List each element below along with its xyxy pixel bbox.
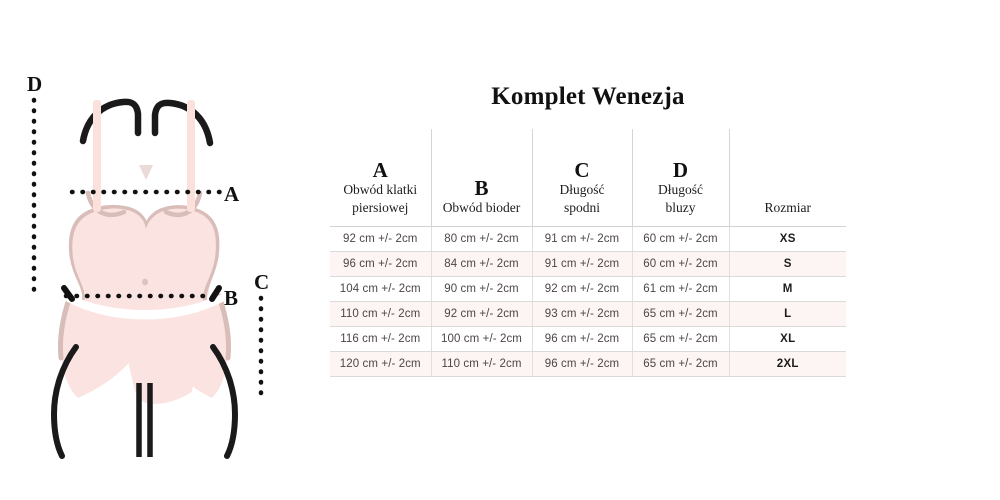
column-name-a-line2: piersiowej <box>352 200 409 216</box>
cell-chest: 110 cm +/- 2cm <box>330 301 432 327</box>
cell-hips: 92 cm +/- 2cm <box>431 301 533 327</box>
cell-chest: 120 cm +/- 2cm <box>330 351 432 377</box>
cell-trouser-length: 91 cm +/- 2cm <box>532 226 633 252</box>
measure-label-d: D <box>27 72 43 96</box>
cell-hips: 90 cm +/- 2cm <box>431 276 533 302</box>
cell-hips: 80 cm +/- 2cm <box>431 226 533 252</box>
cell-hips: 84 cm +/- 2cm <box>431 251 533 277</box>
bust-left-curve <box>85 190 127 218</box>
right-shoulder-stroke <box>151 99 214 147</box>
table-row: 116 cm +/- 2cm 100 cm +/- 2cm 96 cm +/- 2c… <box>330 326 846 352</box>
left-leg-stroke <box>50 344 79 459</box>
column-header-size: Rozmiar <box>729 129 846 227</box>
column-name-a-line1: Obwód klatki <box>343 182 418 198</box>
cell-top-length: 65 cm +/- 2cm <box>632 326 730 352</box>
column-header-b: B Obwód bioder <box>431 129 533 227</box>
cell-trouser-length: 96 cm +/- 2cm <box>532 326 633 352</box>
bust-right-curve <box>163 190 203 218</box>
table-row: 110 cm +/- 2cm 92 cm +/- 2cm 93 cm +/- 2cm… <box>330 301 846 327</box>
cell-size: 2XL <box>729 351 846 377</box>
size-chart-table: A Obwód klatki piersiowej B Obwód bioder… <box>330 129 846 377</box>
table-header: A Obwód klatki piersiowej B Obwód bioder… <box>330 129 846 227</box>
hips-fill <box>61 300 228 398</box>
cell-chest: 96 cm +/- 2cm <box>330 251 432 277</box>
cell-size: XS <box>729 226 846 252</box>
cell-chest: 116 cm +/- 2cm <box>330 326 432 352</box>
cell-chest: 92 cm +/- 2cm <box>330 226 432 252</box>
column-letter-a: A <box>372 158 388 183</box>
column-name-d-line2: bluzy <box>665 200 696 216</box>
measure-b-right-cap <box>209 285 222 302</box>
page-title: Komplet Wenezja <box>491 83 685 110</box>
column-name-d-line1: Długość <box>658 182 703 198</box>
cell-trouser-length: 91 cm +/- 2cm <box>532 251 633 277</box>
table-header-row: A Obwód klatki piersiowej B Obwód bioder… <box>330 129 846 227</box>
table-body: 92 cm +/- 2cm 80 cm +/- 2cm 91 cm +/- 2cm 6… <box>330 226 846 377</box>
column-name-c-line1: Długość <box>559 182 605 198</box>
torso-right-contour <box>143 205 220 260</box>
measure-label-c: C <box>254 270 270 294</box>
navel-dot <box>142 278 148 286</box>
measure-label-b: B <box>224 286 239 310</box>
cell-top-length: 60 cm +/- 2cm <box>632 251 730 277</box>
cell-trouser-length: 93 cm +/- 2cm <box>532 301 633 327</box>
right-strap <box>187 100 195 212</box>
cell-top-length: 65 cm +/- 2cm <box>632 301 730 327</box>
cell-top-length: 61 cm +/- 2cm <box>632 276 730 302</box>
column-letter-b: B <box>474 176 489 201</box>
cell-chest: 104 cm +/- 2cm <box>330 276 432 302</box>
cell-hips: 100 cm +/- 2cm <box>431 326 533 352</box>
mannequin-figure-icon <box>31 97 264 459</box>
cell-size: S <box>729 251 846 277</box>
size-chart-illustration: A B C D <box>0 0 320 500</box>
table-row: 92 cm +/- 2cm 80 cm +/- 2cm 91 cm +/- 2cm 6… <box>330 226 846 252</box>
cell-trouser-length: 96 cm +/- 2cm <box>532 351 633 377</box>
size-table-panel: Komplet Wenezja A Obwód klatki piersiowe… <box>330 0 846 500</box>
torso-left-contour <box>68 204 149 259</box>
table-row: 96 cm +/- 2cm 84 cm +/- 2cm 91 cm +/- 2cm 6… <box>330 251 846 277</box>
column-header-c: C Długość spodni <box>532 129 633 227</box>
measure-label-a: A <box>224 182 240 206</box>
column-header-a: A Obwód klatki piersiowej <box>330 129 432 227</box>
left-strap <box>93 100 101 212</box>
cell-top-length: 60 cm +/- 2cm <box>632 226 730 252</box>
cell-hips: 110 cm +/- 2cm <box>431 351 533 377</box>
column-header-d: D Długość bluzy <box>632 129 730 227</box>
cell-top-length: 65 cm +/- 2cm <box>632 351 730 377</box>
cell-trouser-length: 92 cm +/- 2cm <box>532 276 633 302</box>
cell-size: XL <box>729 326 846 352</box>
right-leg-stroke <box>210 344 239 459</box>
cell-size: L <box>729 301 846 327</box>
column-letter-d: D <box>672 158 689 183</box>
left-shoulder-stroke <box>79 98 142 145</box>
column-name-b-line1: Obwód bioder <box>442 200 521 216</box>
column-letter-c: C <box>574 158 590 183</box>
column-name-c-line2: spodni <box>563 200 600 216</box>
brief-waistband-gap <box>64 292 226 320</box>
column-name-size: Rozmiar <box>764 200 812 216</box>
cleavage-notch <box>139 165 153 180</box>
cell-size: M <box>729 276 846 302</box>
table-row: 104 cm +/- 2cm 90 cm +/- 2cm 92 cm +/- 2cm… <box>330 276 846 302</box>
table-row: 120 cm +/- 2cm 110 cm +/- 2cm 96 cm +/- 2c… <box>330 351 846 377</box>
measure-b-left-cap <box>61 285 75 302</box>
